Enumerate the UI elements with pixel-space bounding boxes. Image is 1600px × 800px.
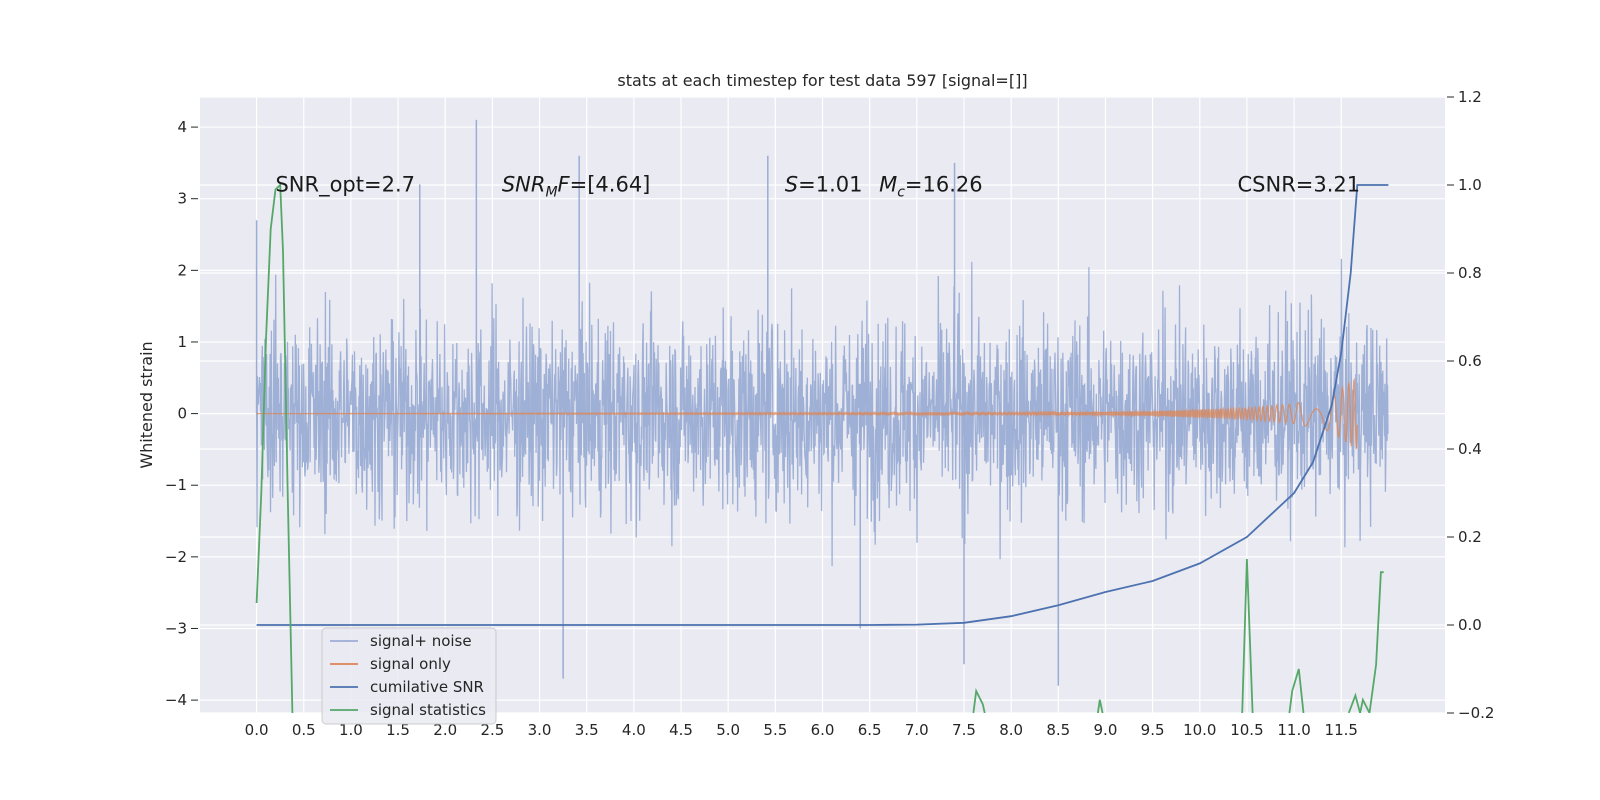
- signal-statistics-line: [1097, 699, 1104, 713]
- y-tick-label: −4: [165, 691, 187, 709]
- x-tick-label: 7.0: [905, 721, 929, 739]
- y-axis-label: Whitened strain: [137, 341, 156, 468]
- annotation-0: SNR_opt=2.7: [275, 172, 415, 197]
- series-layer: [255, 119, 1389, 713]
- legend-label: signal+ noise: [370, 632, 472, 650]
- annotations: SNR_opt=2.7 SNRMF=[4.64] S=1.01 Mc=16.26 CSN…: [275, 172, 1360, 200]
- x-tick-label: 8.5: [1046, 721, 1070, 739]
- x-tick-label: 11.0: [1277, 721, 1310, 739]
- signal-statistics-line: [972, 687, 986, 713]
- x-tick-label: 2.5: [480, 721, 504, 739]
- axes-layer: 0.0 0.5 1.0 1.5 2.0 2.5 3.0 3.5 4.0 4.5 5.0 5.5 6.0 6…: [165, 88, 1495, 739]
- y-tick-label: 2: [177, 261, 187, 279]
- y2-tick-label: 0.2: [1458, 528, 1482, 546]
- x-tick-label: 7.5: [952, 721, 976, 739]
- legend-label: cumilative SNR: [370, 678, 484, 696]
- legend-box: [321, 627, 497, 725]
- signal-statistics-line: [1241, 558, 1254, 713]
- annotation-4: CSNR=3.21: [1238, 172, 1361, 196]
- signal-statistics-line: [1288, 668, 1305, 713]
- x-tick-label: 10.0: [1183, 721, 1216, 739]
- x-tick-label: 5.0: [716, 721, 740, 739]
- y-tick-label: 1: [177, 333, 187, 351]
- x-tick-label: 2.0: [433, 721, 457, 739]
- y2-tick-label: 0.4: [1458, 440, 1482, 458]
- x-tick-label: 9.5: [1141, 721, 1165, 739]
- signal-noise-line: [255, 258, 1389, 567]
- x-tick-label: 3.0: [528, 721, 552, 739]
- y-tick-label: −1: [165, 476, 187, 494]
- cumulative-snr-line: [256, 184, 1389, 626]
- x-tick-label: 1.0: [339, 721, 363, 739]
- signal-statistics-line: [255, 183, 294, 713]
- annotation-3: Mc=16.26: [879, 172, 983, 200]
- x-tick-label: 11.5: [1325, 721, 1358, 739]
- annotation-1: SNRMF=[4.64]: [502, 172, 651, 200]
- x-tick-label: 0.5: [292, 721, 316, 739]
- y2-tick-label: 0.8: [1458, 264, 1482, 282]
- y-tick-label: 0: [177, 405, 187, 423]
- x-tick-label: 6.0: [811, 721, 835, 739]
- x-tick-label: 3.5: [575, 721, 599, 739]
- legend: signal+ noise signal only cumilative SNR si…: [321, 627, 497, 725]
- y2-tick-label: 1.2: [1458, 88, 1482, 106]
- y2-tick-label: 0.0: [1458, 616, 1482, 634]
- x-tick-label: 4.5: [669, 721, 693, 739]
- y2-tick-label: −0.2: [1458, 704, 1494, 722]
- y-tick-label: 3: [177, 190, 187, 208]
- signal-statistics-line: [1347, 692, 1361, 713]
- y2-tick-label: 1.0: [1458, 176, 1482, 194]
- legend-label: signal only: [370, 655, 451, 673]
- x-tick-label: 10.5: [1230, 721, 1263, 739]
- x-tick-label: 1.5: [386, 721, 410, 739]
- x-tick-label: 4.0: [622, 721, 646, 739]
- y-tick-label: −2: [165, 548, 187, 566]
- signal-statistics-line: [1359, 571, 1384, 713]
- x-tick-label: 9.0: [1094, 721, 1118, 739]
- legend-label: signal statistics: [370, 701, 486, 719]
- annotation-2: S=1.01: [785, 172, 863, 196]
- y2-tick-label: 0.6: [1458, 352, 1482, 370]
- x-tick-label: 5.5: [763, 721, 787, 739]
- x-tick-label: 6.5: [858, 721, 882, 739]
- chart-title: stats at each timestep for test data 597…: [617, 71, 1027, 90]
- x-tick-label: 0.0: [245, 721, 269, 739]
- x-tick-label: 8.0: [999, 721, 1023, 739]
- signal-only-line: [256, 377, 1358, 451]
- y-tick-label: −3: [165, 619, 187, 637]
- y-tick-label: 4: [177, 118, 187, 136]
